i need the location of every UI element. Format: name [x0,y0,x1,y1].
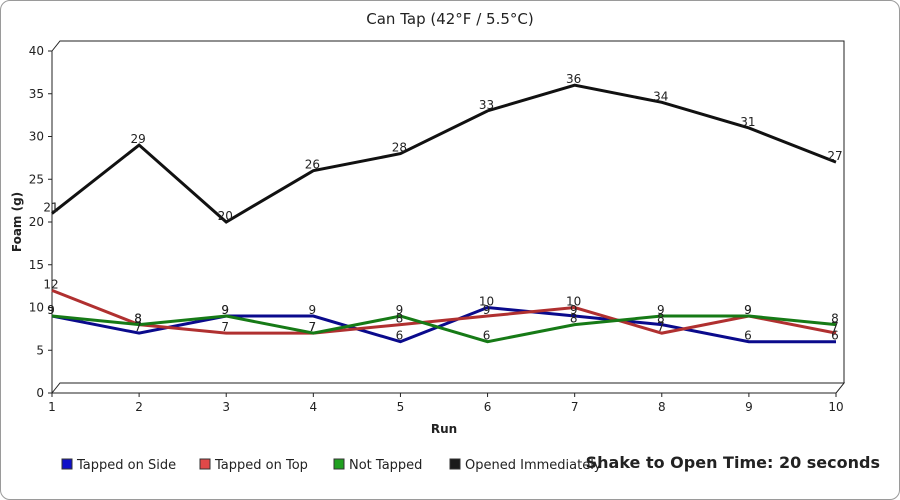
x-tick-label: 3 [222,400,230,414]
data-label: 34 [653,89,668,103]
series-layer [51,83,837,344]
legend-label: Opened Immediately [465,458,602,473]
data-label: 8 [396,312,404,326]
x-tick-label: 5 [397,400,405,414]
series-line [51,305,836,344]
legend-label: Tapped on Top [214,458,308,473]
data-label: 8 [134,312,142,326]
y-axis-title: Foam (g) [10,192,24,252]
data-label: 7 [221,320,229,334]
data-label: 20 [218,209,233,223]
x-tick-label: 9 [745,400,753,414]
x-tick-label: 8 [658,400,666,414]
series-line [51,83,837,224]
data-label: 8 [831,312,839,326]
chart-title: Can Tap (42°F / 5.5°C) [366,10,533,28]
data-label: 33 [479,98,494,112]
data-label: 6 [744,329,752,343]
legend-label: Not Tapped [349,458,422,473]
y-tick-label: 20 [29,215,44,229]
data-label: 8 [657,312,665,326]
data-label: 9 [744,303,752,317]
legend-swatch [449,458,461,470]
series-line [51,289,837,335]
data-label: 10 [566,295,581,309]
legend-swatch [61,458,73,470]
series-line [51,314,837,344]
data-label: 12 [43,277,58,291]
legend-label: Tapped on Side [76,458,176,473]
data-label: 9 [309,303,317,317]
data-label: 8 [134,312,142,326]
y-tick-label: 25 [29,172,44,186]
data-label: 21 [43,200,58,214]
y-axis-ticks: 0 5 10 15 20 25 30 35 40 [29,44,52,400]
data-label: 26 [305,158,320,172]
y-tick-label: 15 [29,258,44,272]
data-label: 8 [570,312,578,326]
y-tick-label: 0 [36,386,44,400]
data-label: 27 [827,149,842,163]
x-tick-label: 4 [310,400,318,414]
y-tick-label: 35 [29,87,44,101]
data-label: 6 [396,329,404,343]
data-label: 7 [309,320,317,334]
data-label: 6 [831,329,839,343]
y-tick-label: 30 [29,130,44,144]
legend-swatch [199,458,211,470]
data-label: 28 [392,141,407,155]
data-label: 7 [831,320,839,334]
data-label: 31 [740,115,755,129]
y-tick-label: 5 [36,343,44,357]
data-label: 10 [479,295,494,309]
plot-back-wall [51,40,845,394]
data-label: 7 [134,320,142,334]
y-tick-label: 10 [29,301,44,315]
x-tick-label: 6 [484,400,492,414]
data-label: 29 [130,132,145,146]
x-axis-title: Run [431,422,457,436]
legend: Tapped on Side Tapped on Top Not Tapped Ope… [61,458,602,473]
data-label: 9 [744,303,752,317]
data-label: 9 [47,303,55,317]
data-label: 9 [221,303,229,317]
data-label: 36 [566,72,581,86]
data-label: 9 [483,303,491,317]
data-label: 9 [570,303,578,317]
x-axis-ticks: 1 2 3 4 5 6 7 8 9 10 [48,393,844,414]
x-tick-label: 1 [48,400,56,414]
plot-floor [50,382,846,394]
data-label: 9 [221,303,229,317]
x-tick-label: 10 [828,400,843,414]
data-label: 6 [483,329,491,343]
data-label: 7 [657,320,665,334]
legend-swatch [333,458,345,470]
data-label: 7 [309,320,317,334]
shake-time-annotation: Shake to Open Time: 20 seconds [586,453,880,472]
data-label: 9 [396,303,404,317]
x-tick-label: 7 [571,400,579,414]
x-tick-label: 2 [135,400,143,414]
data-label: 9 [657,303,665,317]
plot-area [50,40,846,394]
data-label: 9 [47,303,55,317]
y-tick-label: 40 [29,44,44,58]
